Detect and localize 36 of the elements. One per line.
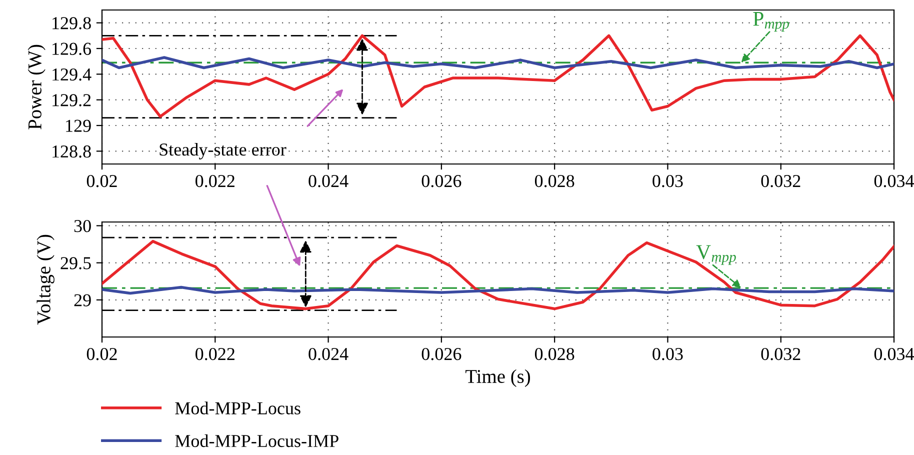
x-tick-label: 0.026 [422,174,462,188]
ref-line-label: P$_{mpp}$ [753,12,789,32]
y-axis-title: Voltage (V) [36,234,54,325]
x-axis-title: Time (s) [465,369,530,387]
x-tick-label: 0.02 [86,348,117,360]
x-tick-label: 0.028 [534,174,574,188]
x-tick-label: 0.03 [652,348,683,360]
x-tick-label: 0.028 [534,348,574,360]
x-tick-label: 0.032 [761,348,800,360]
y-tick-label: 129.6 [52,42,92,56]
y-tick-label: 129.8 [52,17,91,30]
y-axis-title: Power (W) [28,44,46,130]
line-series [102,56,894,70]
y-tick-label: 129.2 [52,94,91,106]
x-tick-label: 0.022 [196,348,234,360]
line-series [102,240,894,310]
y-tick-label: 29 [74,294,91,306]
x-tick-label: 0.024 [308,174,348,188]
y-tick-label: 30 [74,220,91,232]
annotation: Steady-state error [160,142,286,160]
y-tick-label: 129.4 [52,68,92,81]
x-tick-label: 0.032 [761,174,800,188]
y-tick-label: 128.8 [52,145,91,158]
legend-label: Mod-MPP-Locus-IMP [175,434,338,448]
x-tick-label: 0.024 [308,348,348,360]
x-tick-label: 0.022 [196,174,234,188]
line-series [102,34,894,118]
x-tick-label: 0.026 [422,348,462,360]
ref-line-label: V$_{mpp}$ [696,245,736,265]
y-tick-label: 129 [66,120,91,132]
legend-label: Mod-MPP-Locus [175,402,300,414]
y-tick-label: 29.5 [60,257,91,270]
x-tick-label: 0.034 [874,174,914,188]
x-tick-label: 0.02 [86,174,117,188]
x-tick-label: 0.03 [652,174,683,188]
x-tick-label: 0.034 [874,348,914,360]
